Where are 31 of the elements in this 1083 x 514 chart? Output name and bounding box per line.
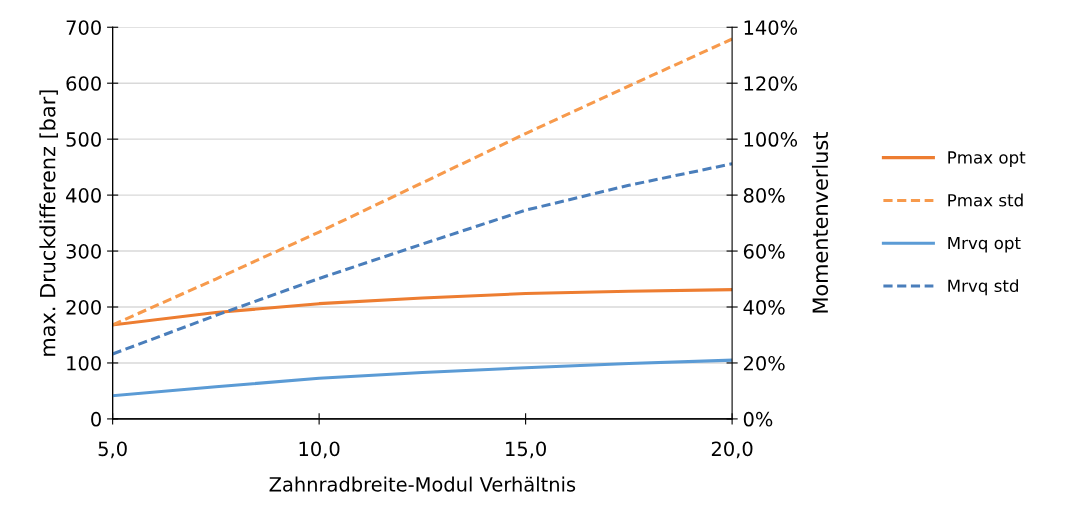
y2-tick-label: 60% bbox=[743, 244, 785, 259]
y2-tick-label: 40% bbox=[743, 299, 785, 315]
legend-label: Mrvq std bbox=[948, 279, 1018, 296]
x-tick-label: 5,0 bbox=[98, 441, 127, 459]
y-tick-label: 0 bbox=[91, 411, 101, 427]
y-tick-label: 300 bbox=[66, 244, 101, 259]
y2-axis-title: Momentenverlust bbox=[812, 132, 829, 313]
line-series bbox=[112, 288, 733, 327]
y-tick-label: 200 bbox=[66, 299, 101, 315]
y-tick-label: 500 bbox=[66, 132, 101, 147]
line-series bbox=[112, 162, 733, 356]
x-tick-label: 10,0 bbox=[299, 441, 340, 459]
y2-tick-label: 100% bbox=[744, 132, 798, 147]
y-tick-label: 600 bbox=[66, 76, 101, 91]
x-tick-label: 15,0 bbox=[506, 441, 546, 459]
y2-tick-label: 0% bbox=[743, 411, 773, 427]
line-series bbox=[112, 358, 733, 398]
y-tick-label: 100 bbox=[67, 355, 101, 371]
y2-tick-label: 120% bbox=[744, 76, 798, 91]
x-tick-label: 20,0 bbox=[711, 441, 753, 459]
y2-tick-label: 80% bbox=[743, 188, 785, 203]
y2-tick-label: 140% bbox=[744, 20, 798, 35]
y-tick-label: 400 bbox=[66, 188, 101, 203]
y-tick-label: 700 bbox=[66, 20, 101, 35]
y2-tick-label: 20% bbox=[743, 355, 785, 371]
legend-label: Pmax opt bbox=[948, 151, 1026, 167]
line-series bbox=[112, 37, 733, 327]
legend-label: Mrvq opt bbox=[948, 236, 1021, 253]
y-axis-title: max. Druckdifferenz [bar] bbox=[39, 90, 58, 356]
x-axis-title: Zahnradbreite-Modul Verhältnis bbox=[269, 476, 576, 492]
legend-label: Pmax std bbox=[948, 193, 1023, 207]
